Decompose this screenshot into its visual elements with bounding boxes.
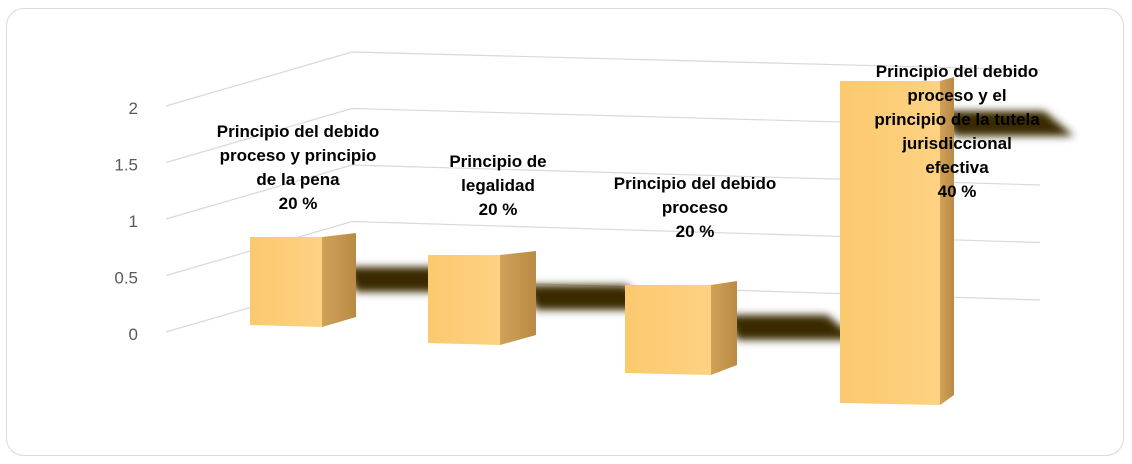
data-label-line: Principio del debido <box>613 174 777 193</box>
bar <box>840 81 940 405</box>
bar <box>625 285 711 375</box>
data-label-line: de la pena <box>256 170 340 189</box>
data-label: Principio del debido proceso y el principi… <box>837 60 1077 204</box>
y-tick-label: 0 <box>129 325 138 344</box>
gridline-side <box>165 51 353 107</box>
data-label-percent: 20 % <box>278 194 318 213</box>
data-label-line: legalidad <box>461 176 535 195</box>
bar-shadow <box>727 315 857 340</box>
y-tick-label: 1.5 <box>114 156 138 175</box>
data-label-line: Principio del debido <box>875 62 1039 81</box>
data-label-line: jurisdiccional <box>902 134 1012 153</box>
y-tick-label: 0.5 <box>114 269 138 288</box>
gridline <box>351 51 1041 71</box>
bar-side <box>500 251 536 345</box>
y-tick-label: 1 <box>129 212 138 231</box>
data-label-percent: 40 % <box>937 182 977 201</box>
data-label-line: efectiva <box>925 158 989 177</box>
data-label-percent: 20 % <box>478 200 518 219</box>
gridline-side <box>165 107 353 164</box>
data-label-line: proceso y principio <box>219 146 377 165</box>
bar <box>250 237 322 327</box>
bar-side <box>940 77 954 405</box>
data-label: Principio del debido proceso y principio d… <box>178 120 418 216</box>
bar-side <box>322 233 356 327</box>
data-label-line: Principio del debido <box>216 122 380 141</box>
data-label-percent: 20 % <box>675 222 715 241</box>
data-label-line: proceso <box>661 198 729 217</box>
data-label: Principio del debido proceso 20 % <box>575 172 815 244</box>
data-label-line: proceso y el <box>907 86 1007 105</box>
bar-shadow <box>944 111 1074 136</box>
data-label-line: principio de la tutela <box>874 110 1040 129</box>
bar-shadow <box>526 285 656 310</box>
bar <box>428 255 500 345</box>
y-tick-label: 2 <box>129 99 138 118</box>
data-label: Principio de legalidad 20 % <box>378 150 618 222</box>
gridline-side <box>165 164 353 220</box>
bar-side <box>711 281 737 375</box>
data-label-line: Principio de <box>449 152 547 171</box>
